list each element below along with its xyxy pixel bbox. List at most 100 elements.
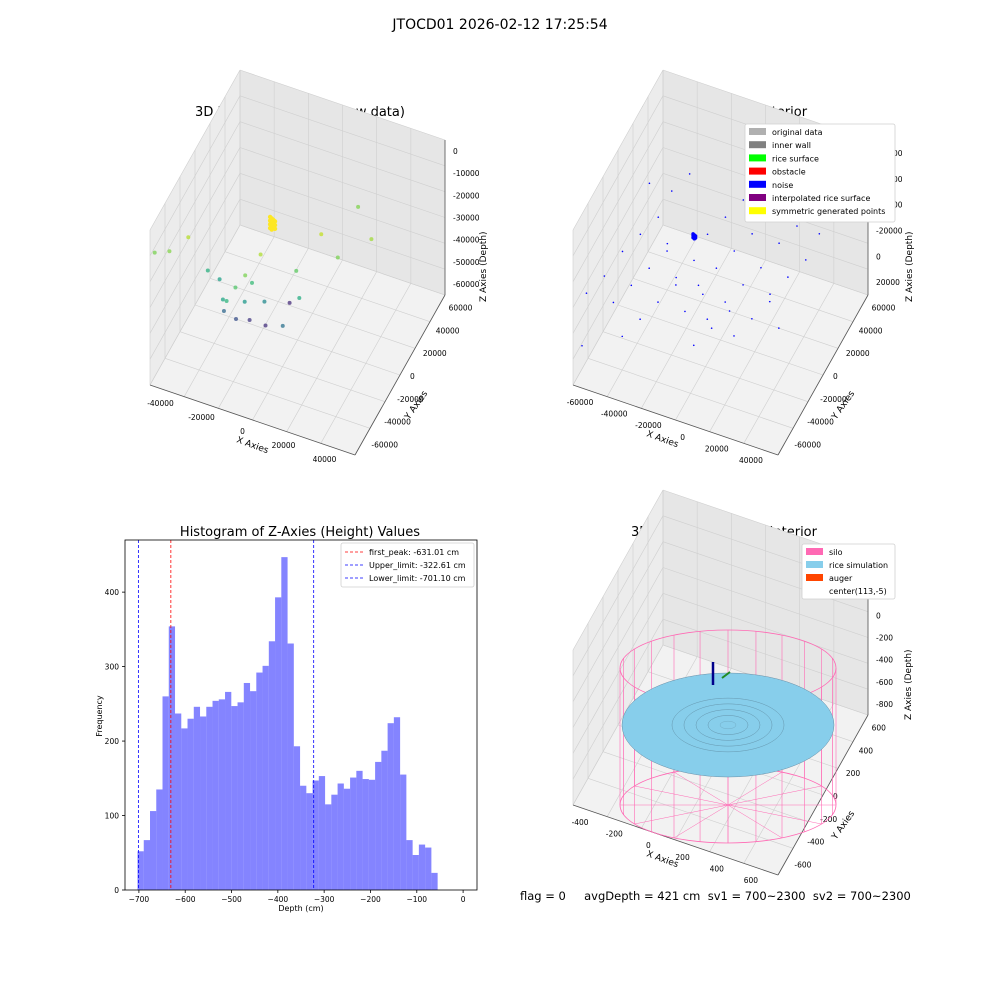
y-tick-label: 0 [410,372,415,381]
y-tick-label: 60000 [449,303,473,312]
panel1-zlabel: Z Axies (Depth) [479,231,489,302]
silo-wire [634,804,729,825]
z-tick-label: -200 [876,634,893,643]
legend-swatch [806,561,823,568]
histogram-bar [168,626,176,890]
raw-data-point [356,204,361,209]
silo-wire [727,804,822,825]
grid-line [647,251,854,322]
z-tick-label: -50000 [453,258,480,267]
rice-surface [621,672,835,778]
grid-line [239,224,446,296]
legend-label: auger [829,574,853,583]
raw-data-point [205,268,210,273]
raw-data-point [234,317,238,321]
legend-swatch [749,141,766,149]
raw-data-point [221,308,226,313]
legend-swatch [806,574,823,581]
noise-point [675,284,677,286]
raw-data-point [297,296,302,301]
y-tick-label: 40000 [436,326,460,335]
panel3-ylabel: Frequency [95,695,104,737]
y-tick-label: 0 [114,886,119,895]
x-tick-label: −700 [129,895,150,904]
noise-point [742,199,745,201]
grid-line [149,69,241,231]
x-axis-line [149,384,356,456]
histogram-bar [231,706,238,890]
noise-point [648,182,651,185]
noise-point [675,276,677,279]
legend-swatch [806,548,823,555]
raw-data-point [319,232,324,237]
legend-box [340,542,475,588]
noise-point [603,275,606,277]
noise-point [657,216,660,218]
grid-line [224,251,431,322]
legend-swatch [749,194,766,201]
x-tick-label: -60000 [567,398,594,407]
noise-point [688,173,691,175]
raw-data-point [242,299,247,304]
noise-point [648,267,650,269]
legend-label: Upper_limit: -322.61 cm [369,561,466,570]
raw-data-point [250,280,254,285]
y-tick-label: -600 [794,861,811,870]
noise-point [657,301,659,303]
histogram-bar [312,780,319,890]
panel1-plot: -40000 -20000 0 20000 40000 -60000 -40000 -2000… [147,69,480,464]
legend-label: symmetric generated points [772,207,885,216]
noise-point [778,242,780,244]
histogram-bar [156,789,163,890]
figure-title: JTOCD01 2026-02-12 17:25:54 [392,17,608,33]
silo-wire [727,804,783,839]
x-tick-label: 20000 [272,441,296,450]
histogram-bar [406,840,413,890]
x-tick-label: -40000 [601,410,628,419]
noise-point [697,284,700,287]
histogram-bar [293,746,301,890]
noise-point [733,250,736,252]
noise-point [769,293,771,296]
x-tick-label: 400 [710,865,725,874]
panel2-zlabel: Z Axies (Depth) [905,231,915,302]
x-tick-label: −200 [360,895,381,904]
x-tick-label: 0 [461,895,466,904]
x-tick-label: 40000 [739,456,763,465]
noise-point [724,301,726,303]
raw-data-point [272,226,278,232]
raw-data-point [167,249,172,254]
grid-line [572,489,664,651]
histogram-bar [362,779,369,890]
histogram-bar [418,844,426,890]
histogram-bar [281,557,288,890]
raw-data-point [263,323,268,328]
noise-point [666,250,668,252]
noise-point [621,335,624,338]
noise-point [818,233,821,235]
noise-point [684,310,686,313]
raw-data-point [258,252,263,257]
y-tick-label: -400 [807,838,824,847]
raw-data-point [287,300,292,305]
y-tick-label: -40000 [807,418,834,427]
raw-data-point [280,323,285,328]
noise-point [804,259,807,261]
legend-label: Lower_limit: -701.10 cm [369,574,466,583]
x-tick-label: −100 [406,895,427,904]
histogram-bar [325,804,332,890]
histogram-bar [250,691,257,890]
z-tick-label: -20000 [453,191,480,200]
legend-label: noise [772,181,793,190]
raw-data-point [243,273,248,278]
grid-line [239,95,446,167]
raw-data-point [269,227,274,232]
histogram-bar [375,761,382,890]
noise-point [585,292,588,294]
raw-data-point [186,235,191,240]
histogram-bar [137,851,144,890]
y-tick-label: 100 [105,812,120,821]
noise-point [670,190,673,192]
histogram-bar [387,723,394,890]
histogram-bar [237,702,244,890]
